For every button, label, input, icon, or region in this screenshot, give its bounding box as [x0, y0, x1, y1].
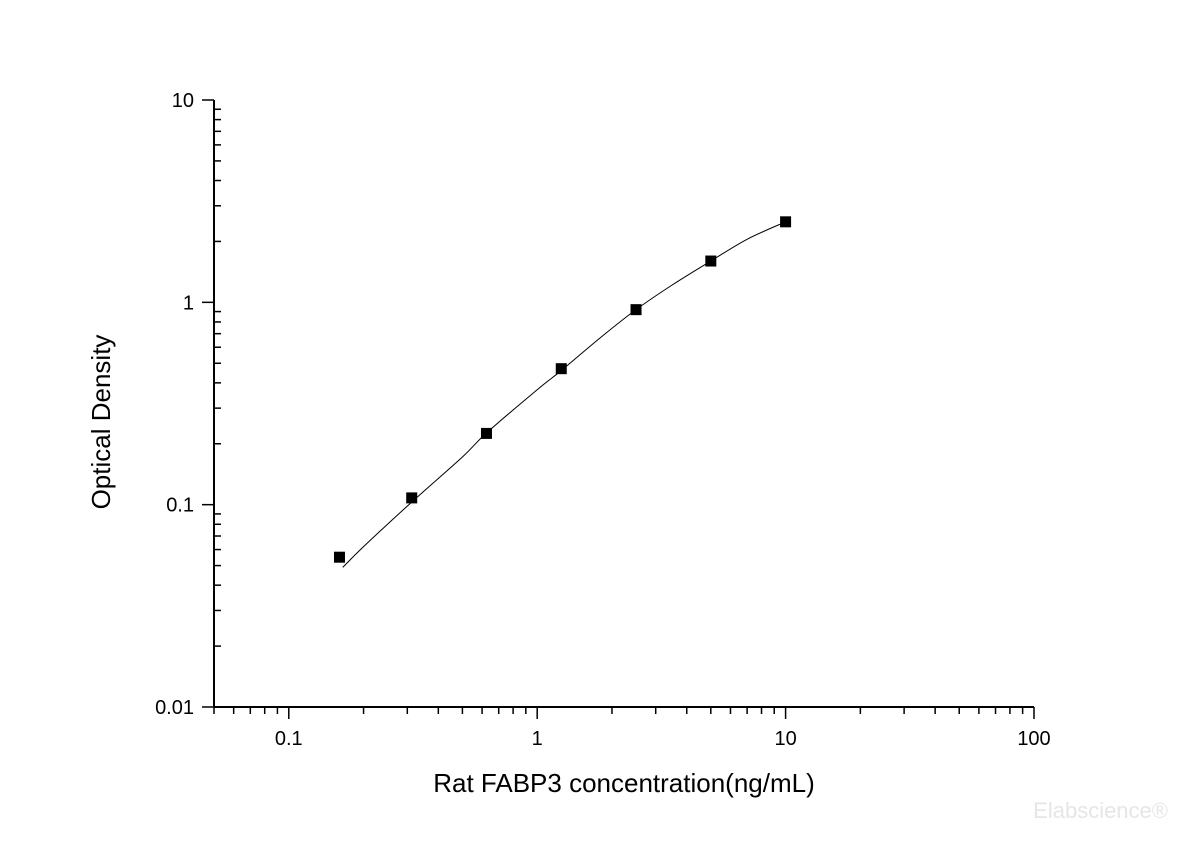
y-tick-label: 0.1	[166, 495, 194, 517]
data-point	[555, 363, 567, 375]
y-ticks	[202, 99, 221, 708]
y-axis-title: Optical Density	[86, 335, 116, 510]
watermark-logo: Elabscience®	[1033, 798, 1168, 823]
x-tick-label: 100	[1017, 728, 1050, 750]
y-tick-label: 10	[172, 90, 194, 112]
y-tick-label: 0.01	[155, 697, 194, 719]
data-point	[630, 304, 642, 316]
data-point	[333, 551, 345, 563]
x-ticks	[213, 707, 1035, 719]
y-tick-label: 1	[183, 292, 194, 314]
x-tick-label: 10	[774, 728, 796, 750]
x-tick-label: 1	[532, 728, 543, 750]
x-tick-labels: 0.1 1 10 100	[275, 728, 1051, 750]
x-tick-label: 0.1	[275, 728, 303, 750]
data-point	[780, 216, 792, 228]
y-tick-labels: 0.01 0.1 1 10	[155, 90, 194, 719]
x-axis-title: Rat FABP3 concentration(ng/mL)	[433, 768, 815, 798]
data-points	[333, 216, 792, 563]
axes	[213, 100, 1034, 708]
data-point	[480, 427, 492, 439]
data-point	[406, 492, 418, 504]
data-point	[705, 255, 717, 267]
